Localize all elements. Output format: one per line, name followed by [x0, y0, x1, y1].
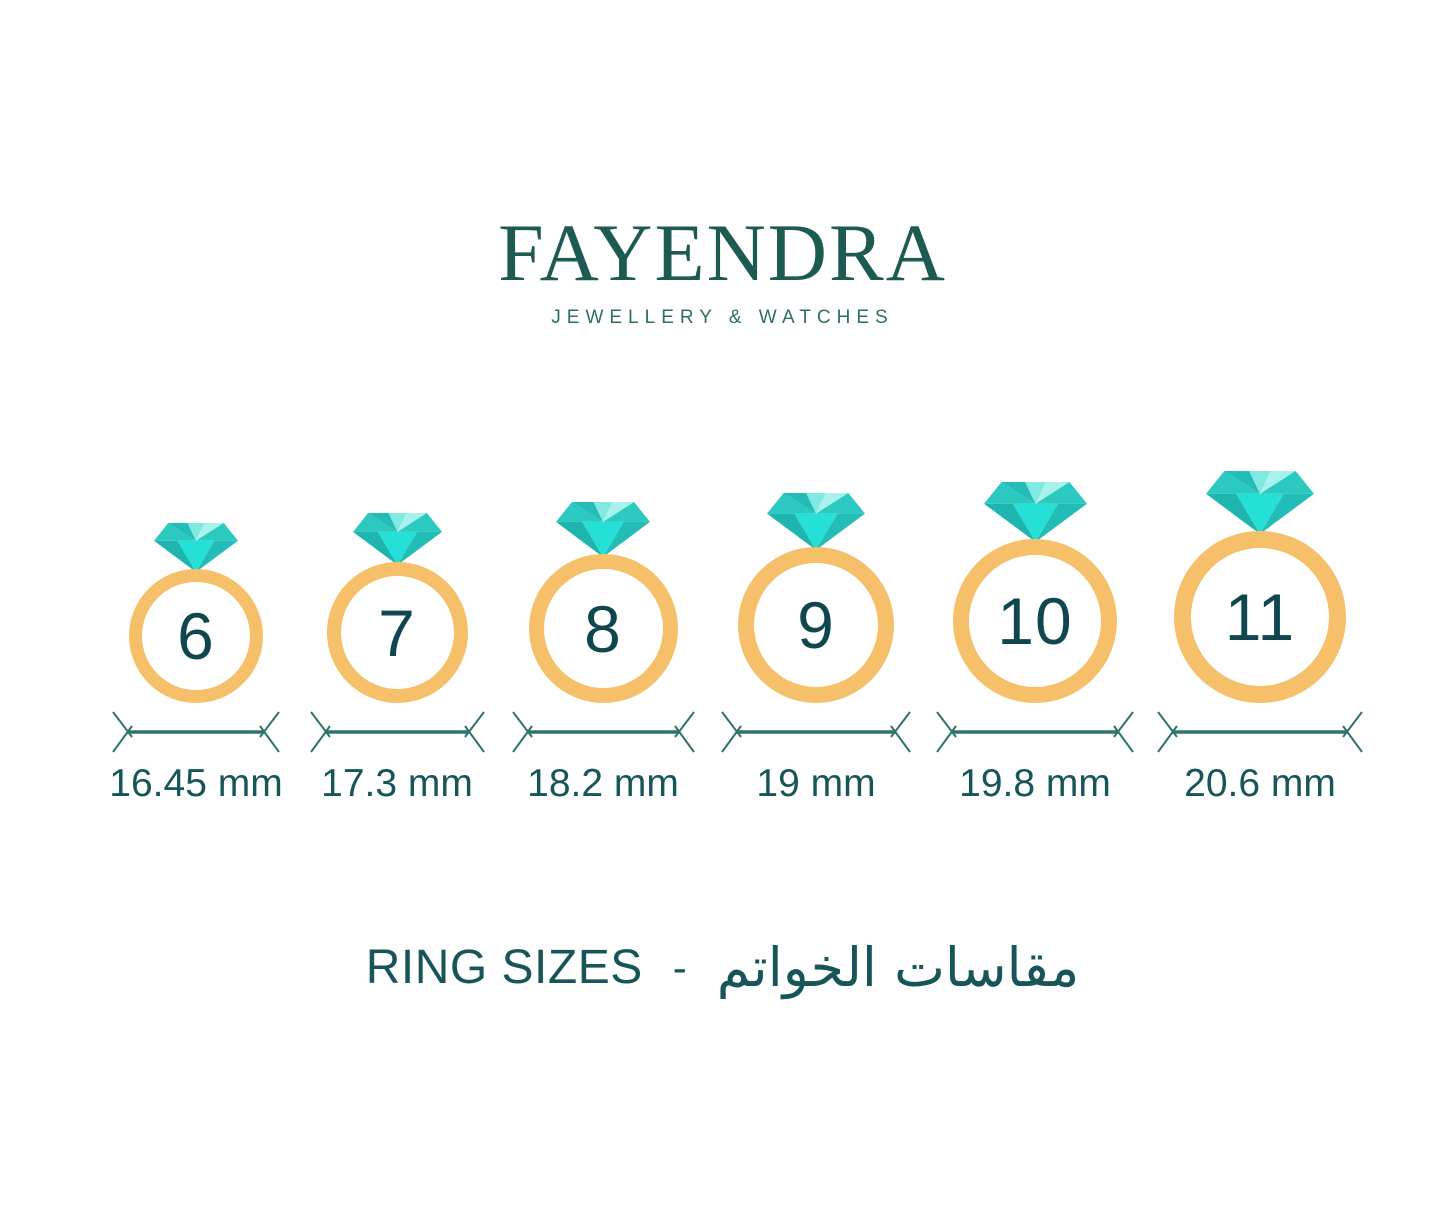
diamond-icon — [767, 493, 865, 550]
ring-size-number: 11 — [1224, 580, 1296, 654]
brand-tagline: JEWELLERY & WATCHES — [551, 307, 894, 328]
ring-band: 11 — [1174, 531, 1346, 703]
ring-band: 6 — [129, 569, 263, 703]
brand-header: FAYENDRA JEWELLERY & WATCHES — [0, 212, 1445, 329]
footer-title: RING SIZES - مقاسات الخواتم — [0, 936, 1445, 999]
ring-size-number: 6 — [177, 599, 215, 673]
diameter-arrow-icon — [1157, 711, 1363, 753]
diameter-arrow-icon — [936, 711, 1134, 753]
ring-size-number: 9 — [797, 588, 835, 662]
ring-diameter-label: 20.6 mm — [1184, 762, 1336, 805]
diamond-icon — [983, 482, 1087, 542]
footer-title-en: RING SIZES — [365, 941, 643, 995]
ring-diameter-label: 19 mm — [756, 762, 876, 805]
diamond-icon — [1206, 471, 1314, 534]
diamond-icon — [352, 513, 442, 565]
footer-separator: - — [672, 943, 687, 991]
ring-band: 10 — [953, 539, 1117, 703]
ring-band: 9 — [738, 547, 894, 703]
ring-size-number: 10 — [997, 584, 1073, 658]
ring-band: 8 — [528, 554, 678, 703]
ring-diameter-label: 17.3 mm — [321, 762, 473, 805]
ring-size-number: 8 — [584, 591, 622, 666]
ring-diameter-label: 19.8 mm — [959, 762, 1111, 805]
diameter-arrow-icon — [309, 711, 485, 753]
diameter-arrow-icon — [721, 711, 911, 753]
diamond-icon — [556, 502, 650, 557]
ring-diameter-label: 18.2 mm — [527, 762, 679, 805]
diamond-icon — [154, 523, 238, 572]
diameter-arrow-icon — [112, 711, 280, 753]
ring-size-number: 7 — [378, 595, 416, 670]
ring-diameter-label: 16.45 mm — [109, 762, 283, 805]
brand-logo: FAYENDRA — [498, 207, 947, 298]
footer-title-ar: مقاسات الخواتم — [716, 936, 1080, 999]
ring-band: 7 — [326, 562, 468, 703]
diameter-arrow-icon — [511, 711, 695, 753]
